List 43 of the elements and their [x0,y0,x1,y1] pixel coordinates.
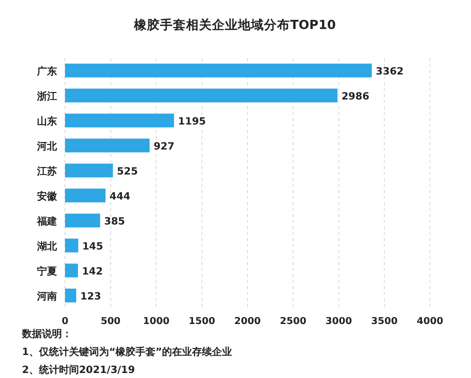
bar [65,188,106,202]
x-tick-label: 500 [100,316,121,327]
text: 1、仅统计关键词为“橡胶手套”的在业存续企业 [22,346,232,358]
data-label: 2986 [341,92,370,102]
y-tick-label: 宁夏 [37,266,57,278]
data-label: 444 [110,192,130,202]
x-tick-label: 3500 [371,316,398,327]
bar [65,264,78,278]
bar [65,238,78,252]
data-label: 123 [80,292,102,302]
data-label: 525 [116,166,138,178]
chart-title: 橡胶手套相关企业地域分布TOP10 [133,17,336,32]
bar [65,114,174,128]
y-tick-label: 山东 [37,116,57,128]
y-tick-label: 湖北 [36,240,58,252]
bar [65,214,100,228]
y-tick-label: 河南 [36,290,57,302]
y-tick-label: 广东 [36,66,57,78]
y-tick-label: 安徽 [37,190,58,202]
data-label: 927 [154,142,175,152]
x-tick-label: 1500 [188,316,216,327]
x-tick-label: 0 [62,316,69,327]
text: 数据说明： [21,328,72,340]
x-tick-label: 4000 [416,316,444,327]
y-tick-label: 河北 [36,140,58,152]
x-tick-label: 1000 [143,316,170,327]
data-label: 1195 [178,116,206,128]
y-tick-label: 江苏 [36,166,57,178]
text: 2、统计时间2021/3/19 [22,364,136,376]
x-tick-label: 2500 [280,316,307,327]
bar [65,138,150,152]
data-label: 385 [104,216,126,228]
x-tick-label: 2000 [234,316,262,327]
data-label: 3362 [376,66,404,78]
bar [65,88,338,102]
y-tick-label: 福建 [36,216,57,228]
bar [65,288,76,302]
data-label: 142 [82,266,103,278]
y-tick-label: 浙江 [36,90,57,102]
bar [65,164,113,178]
data-label: 145 [82,242,104,252]
x-tick-label: 3000 [326,316,352,327]
bar [65,64,372,78]
